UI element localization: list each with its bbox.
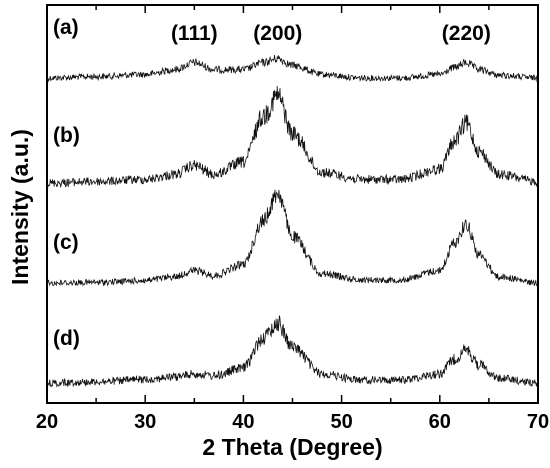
series-label-b: (b) xyxy=(53,124,80,147)
traces-group: (a) (b) (c) (d) xyxy=(46,16,539,388)
trace-a xyxy=(46,54,539,83)
x-tick-label: 20 xyxy=(36,411,58,433)
series-label-a: (a) xyxy=(53,16,79,39)
x-tick-label: 30 xyxy=(134,411,156,433)
peak-annotation: (200) xyxy=(253,22,302,45)
y-axis-label: Intensity (a.u.) xyxy=(7,129,33,285)
x-tick-label: 70 xyxy=(527,411,549,433)
x-tick-label: 50 xyxy=(330,411,352,433)
x-axis-label: 2 Theta (Degree) xyxy=(202,434,382,460)
ticks-group: 20 30 40 50 60 70 xyxy=(36,5,549,433)
peak-annotation: (111) xyxy=(171,22,218,45)
trace-d xyxy=(46,315,539,388)
series-label-c: (c) xyxy=(53,231,79,254)
x-tick-label: 40 xyxy=(232,411,254,433)
trace-b xyxy=(46,86,539,189)
x-tick-label: 60 xyxy=(429,411,451,433)
peak-annotation: (220) xyxy=(442,22,491,45)
trace-c xyxy=(46,189,539,287)
annotations-group: (111) (200) (220) xyxy=(171,22,491,45)
series-label-d: (d) xyxy=(53,327,80,350)
